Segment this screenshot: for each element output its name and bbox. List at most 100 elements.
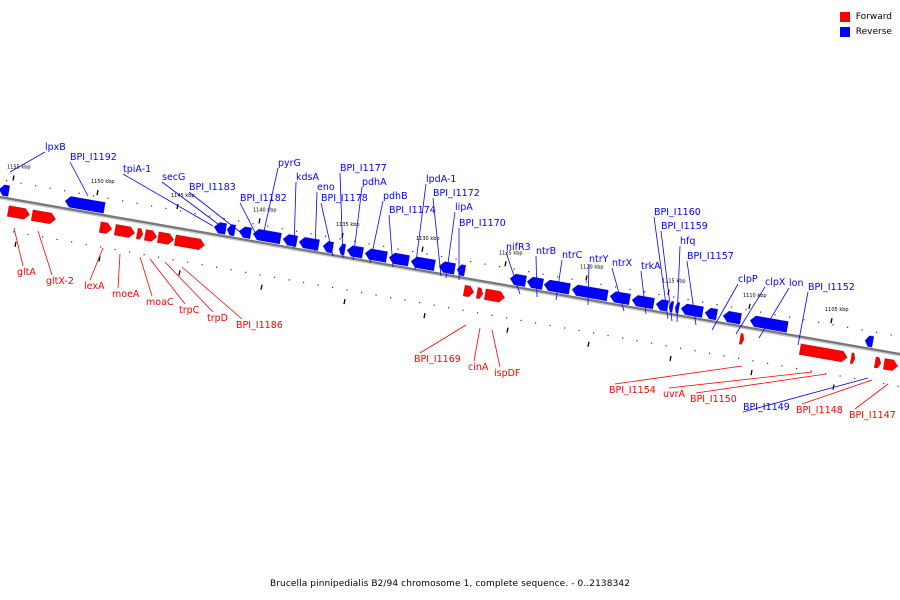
minor-tick-upper bbox=[687, 298, 689, 301]
forward-gene-10 bbox=[483, 288, 506, 303]
reverse-gene-21-outline bbox=[631, 294, 656, 310]
minor-tick-upper bbox=[702, 301, 704, 303]
reverse-gene-29-body bbox=[865, 335, 874, 348]
reverse-gene-4 bbox=[238, 226, 253, 240]
reverse-gene-label-27: BPI_I1157 bbox=[687, 251, 734, 262]
minor-tick-lower bbox=[810, 370, 812, 372]
minor-tick-lower bbox=[738, 357, 740, 359]
minor-tick-lower bbox=[332, 286, 334, 289]
chromosome-backbone bbox=[0, 195, 900, 356]
forward-gene-2 bbox=[98, 221, 113, 234]
forward-leader-line-3 bbox=[117, 253, 121, 289]
minor-tick-upper bbox=[861, 329, 863, 331]
reverse-leader-line-32 bbox=[742, 377, 869, 413]
minor-tick-upper bbox=[325, 235, 327, 237]
minor-tick-upper bbox=[209, 215, 211, 217]
reverse-leader-line-28 bbox=[711, 283, 739, 331]
reverse-gene-label-15: BPI_I1172 bbox=[433, 188, 480, 199]
forward-gene-label-8: BPI_I1169 bbox=[414, 354, 461, 365]
reverse-gene-1-outline bbox=[64, 196, 106, 214]
minor-tick-upper bbox=[470, 260, 472, 263]
minor-tick-upper bbox=[789, 316, 791, 318]
minor-tick-lower bbox=[636, 340, 638, 342]
forward-gene-6 bbox=[156, 231, 175, 245]
minor-tick-lower bbox=[433, 304, 435, 306]
reverse-gene-5 bbox=[252, 228, 282, 245]
forward-gene-0-outline bbox=[6, 205, 31, 220]
forward-gene-15-outline bbox=[882, 358, 899, 372]
reverse-leader-line-9 bbox=[320, 202, 334, 257]
reverse-leader-line-7 bbox=[293, 181, 297, 249]
reverse-gene-18-body bbox=[544, 279, 571, 295]
reverse-leader-line-30 bbox=[758, 287, 790, 339]
reverse-gene-2 bbox=[213, 222, 228, 235]
reverse-gene-7 bbox=[298, 236, 321, 251]
reverse-gene-label-17: BPI_I1170 bbox=[459, 218, 506, 229]
forward-gene-0-body bbox=[7, 205, 30, 220]
forward-gene-10-body bbox=[484, 288, 505, 303]
forward-gene-11-outline bbox=[738, 332, 745, 345]
forward-gene-4-body bbox=[136, 228, 143, 240]
reverse-gene-17-body bbox=[527, 276, 544, 290]
tick-label-6: 1125 kbp bbox=[499, 250, 523, 256]
minor-tick-lower bbox=[419, 302, 421, 304]
forward-leader-line-2 bbox=[89, 247, 104, 281]
reverse-leader-line-27 bbox=[686, 260, 697, 326]
minor-tick-lower bbox=[709, 352, 711, 354]
reverse-gene-18-outline bbox=[543, 279, 571, 295]
forward-gene-label-11: BPI_I1154 bbox=[609, 385, 656, 396]
reverse-gene-28-outline bbox=[749, 315, 789, 333]
minor-tick-upper bbox=[658, 293, 660, 296]
forward-gene-label-15: BPI_I1147 bbox=[849, 410, 896, 421]
forward-leader-line-12 bbox=[668, 371, 813, 389]
major-tick-mark bbox=[421, 246, 424, 252]
reverse-gene-12-body bbox=[389, 252, 410, 267]
minor-tick-upper bbox=[615, 286, 617, 288]
legend: Forward Reverse bbox=[839, 9, 892, 39]
minor-tick-upper bbox=[151, 205, 153, 207]
reverse-gene-label-29: clpX bbox=[765, 277, 786, 288]
forward-gene-1-body bbox=[31, 209, 56, 224]
tick-label-1: 1150 kbp bbox=[91, 179, 115, 185]
forward-gene-label-14: BPI_I1148 bbox=[796, 405, 843, 416]
reverse-gene-4-outline bbox=[238, 226, 253, 240]
minor-tick-lower bbox=[535, 322, 537, 324]
reverse-gene-15-outline bbox=[456, 264, 467, 277]
minor-tick-lower bbox=[114, 248, 116, 251]
forward-leader-line-14 bbox=[801, 379, 873, 405]
reverse-gene-10-body bbox=[347, 245, 364, 259]
minor-tick-upper bbox=[354, 240, 356, 242]
minor-tick-upper bbox=[484, 263, 486, 265]
forward-leader-line-0 bbox=[13, 227, 24, 267]
forward-leader-line-15 bbox=[854, 383, 889, 410]
minor-tick-upper bbox=[6, 180, 8, 182]
minor-tick-lower bbox=[883, 383, 885, 385]
reverse-gene-9 bbox=[338, 243, 347, 256]
forward-gene-label-7: BPI_I1186 bbox=[236, 320, 283, 331]
forward-gene-3-outline bbox=[113, 223, 136, 238]
reverse-leader-line-18 bbox=[505, 251, 521, 295]
forward-leader-line-11 bbox=[614, 365, 743, 385]
reverse-leader-line-25 bbox=[660, 230, 673, 322]
reverse-gene-1-body bbox=[65, 196, 106, 214]
reverse-gene-9-outline bbox=[338, 243, 347, 256]
minor-tick-lower bbox=[27, 233, 29, 235]
forward-gene-label-1: gltX-2 bbox=[46, 276, 74, 287]
reverse-swatch-icon bbox=[839, 26, 850, 37]
reverse-gene-26-body bbox=[705, 308, 718, 321]
reverse-leader-line-31 bbox=[797, 291, 809, 346]
minor-tick-upper bbox=[528, 271, 530, 273]
minor-tick-upper bbox=[281, 228, 283, 230]
reverse-gene-3 bbox=[226, 224, 237, 237]
minor-tick-upper bbox=[397, 248, 399, 250]
reverse-leader-line-21 bbox=[587, 263, 590, 306]
reverse-gene-label-26: hfq bbox=[680, 236, 695, 247]
reverse-leader-line-2 bbox=[122, 173, 214, 227]
minor-tick-lower bbox=[549, 324, 551, 327]
tick-label-9: 1110 kbp bbox=[743, 293, 767, 299]
reverse-gene-label-11: pdhA bbox=[362, 177, 387, 188]
minor-tick-lower bbox=[129, 251, 131, 253]
minor-tick-upper bbox=[832, 324, 834, 326]
reverse-gene-label-19: ntrB bbox=[536, 246, 556, 257]
minor-tick-lower bbox=[796, 367, 798, 370]
